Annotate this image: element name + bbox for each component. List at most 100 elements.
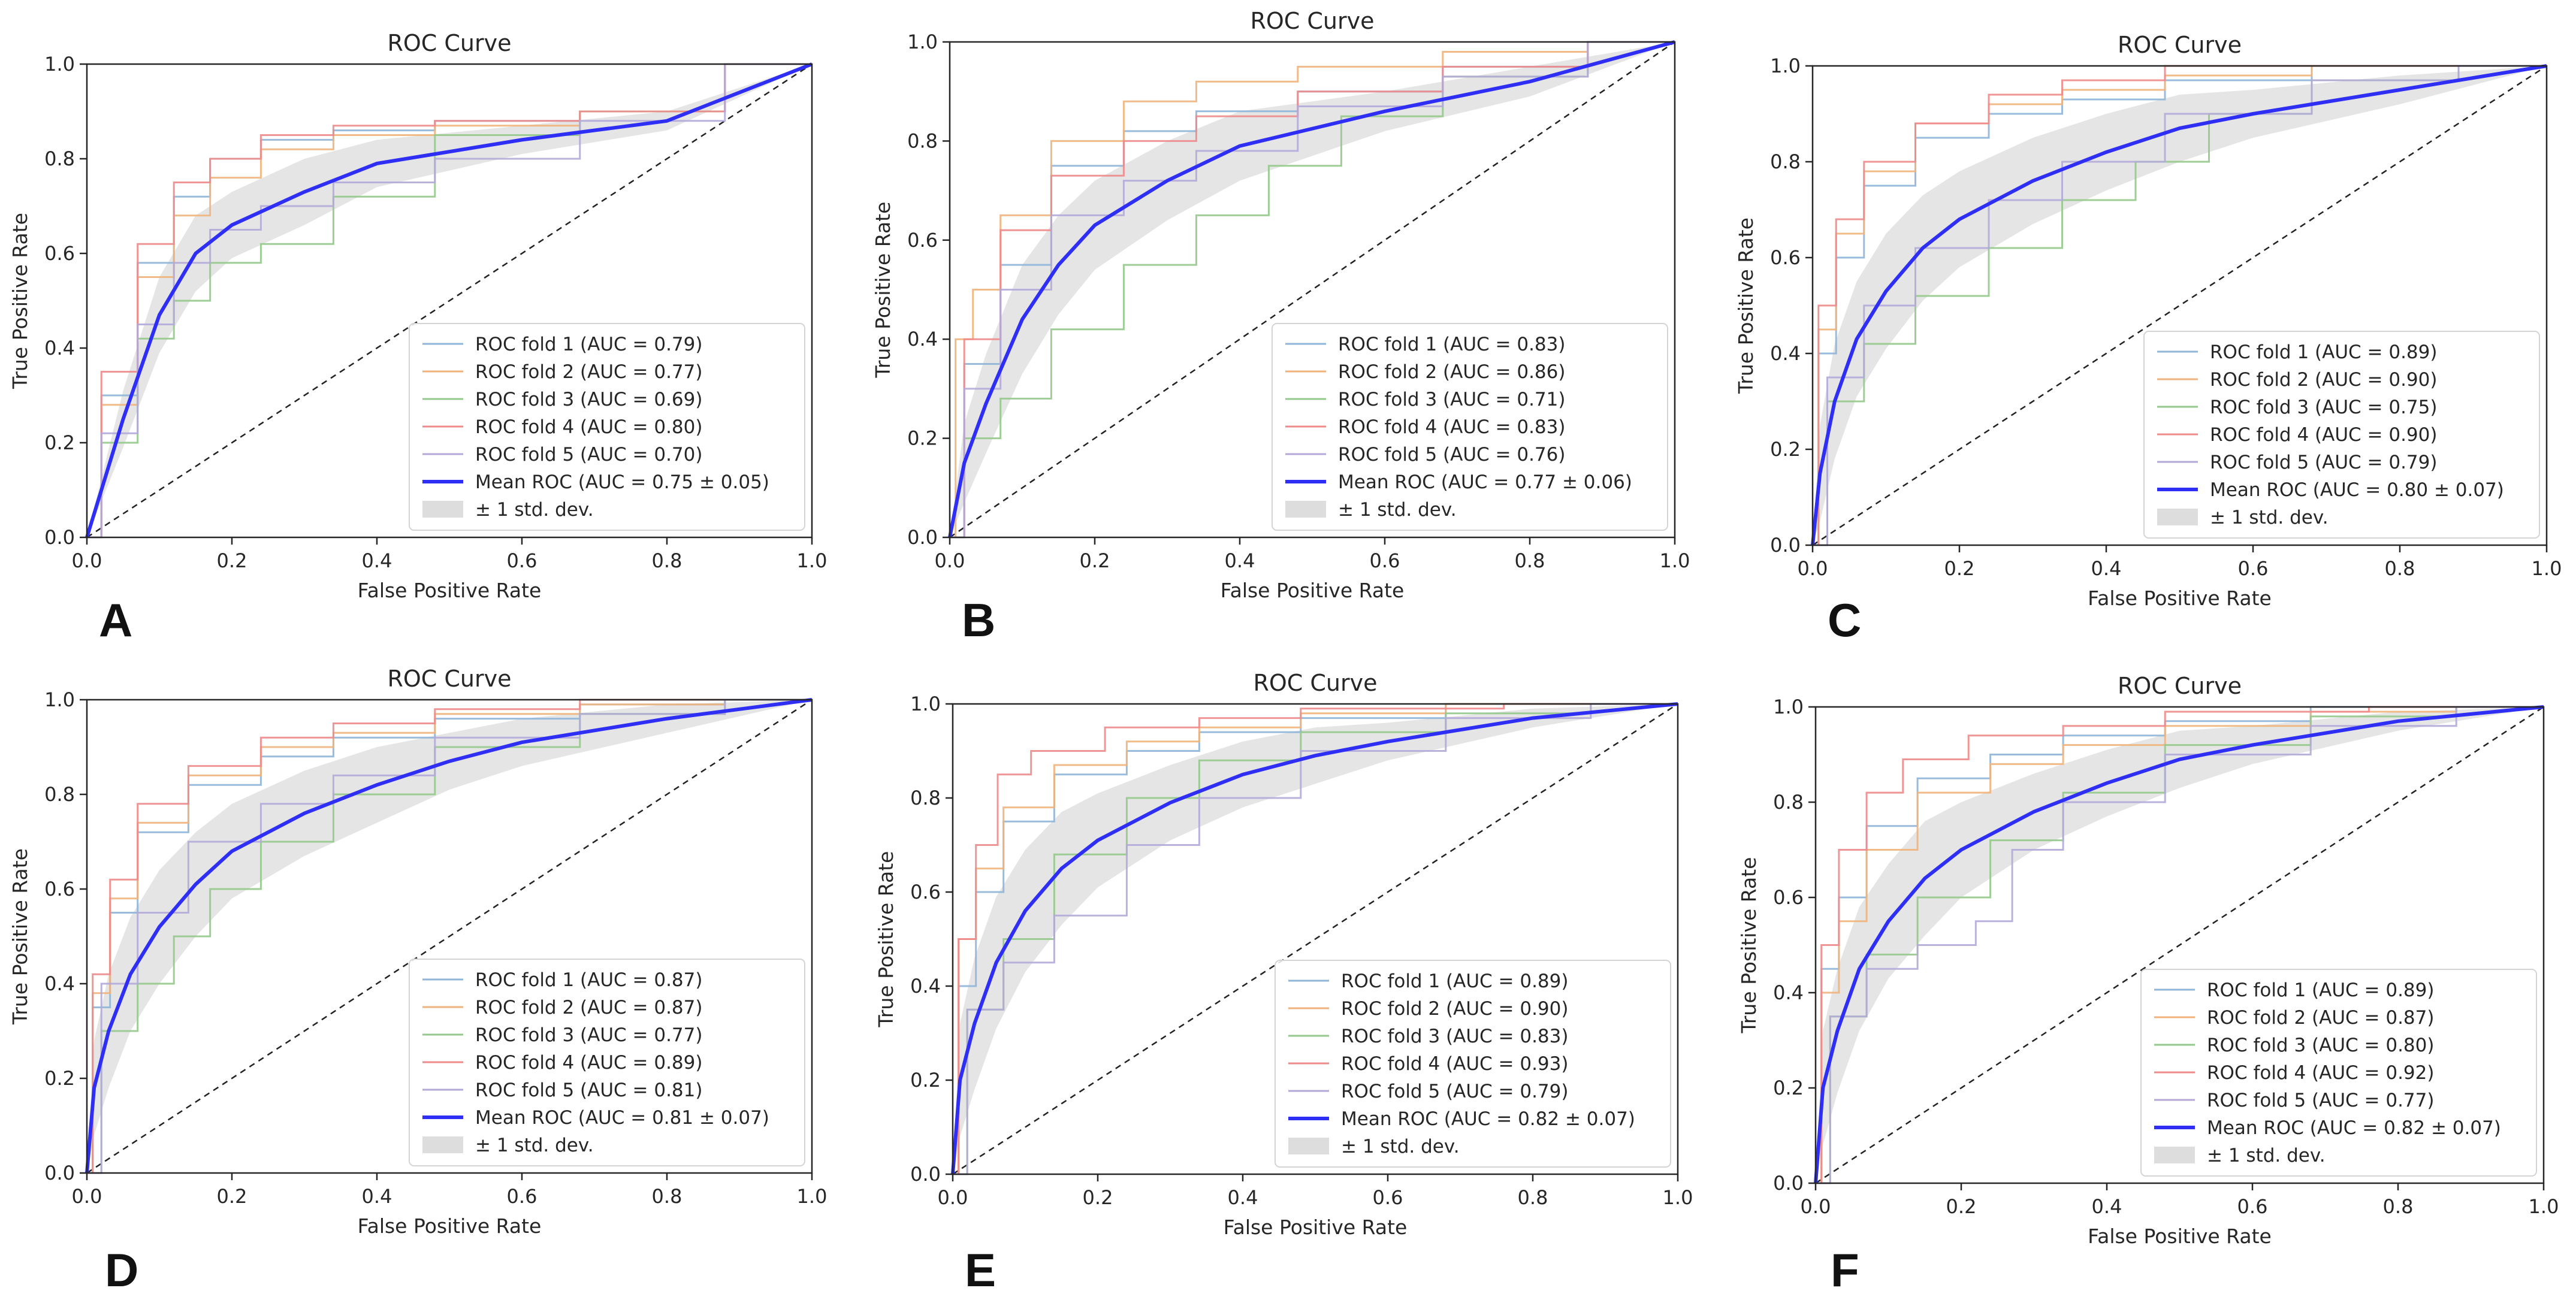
roc-panel-d: ROC Curve 0.0 0.2 0.4 0.6 0.8 1.0 0.0 0.2 0.4 0.6 0…	[8, 666, 827, 1238]
y-tick-label: 0.2	[910, 1069, 941, 1092]
x-tick-label: 0.8	[2385, 557, 2415, 580]
y-tick-label: 0.2	[907, 427, 938, 450]
y-tick-label: 0.2	[44, 1067, 75, 1090]
legend: ROC fold 1 (AUC = 0.83) ROC fold 2 (AUC =…	[1272, 323, 1668, 531]
chance-diagonal-line	[1815, 706, 2544, 1184]
chart-title: ROC Curve	[2118, 32, 2242, 58]
panel-letter-c: C	[1828, 594, 1862, 646]
plot-frame	[1814, 706, 2545, 1184]
y-tick-label: 0.4	[910, 975, 941, 997]
legend-label: Mean ROC (AUC = 0.82 ± 0.07)	[1341, 1108, 1635, 1130]
x-tick-label: 0.4	[1228, 1186, 1258, 1209]
roc-fold-5-line	[1813, 65, 2547, 546]
legend-box	[1275, 960, 1671, 1168]
y-tick-label: 0.8	[910, 787, 941, 809]
plot-frame	[86, 63, 813, 539]
x-tick-label: 0.4	[362, 1185, 392, 1208]
x-tick-label: 0.0	[1801, 1195, 1831, 1218]
x-tick-label: 0.2	[1083, 1186, 1113, 1209]
x-tick-label: 0.8	[1515, 549, 1545, 572]
x-tick-label: 0.6	[2238, 557, 2269, 580]
chart-title: ROC Curve	[2118, 673, 2242, 699]
std-dev-band	[1813, 66, 2547, 545]
roc-fold-4-line	[87, 699, 812, 1174]
y-tick-label: 1.0	[1773, 696, 1804, 718]
x-tick-label: 0.0	[1798, 557, 1828, 580]
legend: ROC fold 1 (AUC = 0.89) ROC fold 2 (AUC =…	[1275, 960, 1671, 1168]
x-tick-label: 0.6	[507, 1185, 537, 1208]
chance-diagonal-line	[86, 699, 813, 1174]
legend-box	[409, 323, 805, 531]
legend: ROC fold 1 (AUC = 0.79) ROC fold 2 (AUC =…	[409, 323, 805, 531]
y-axis-label: True Positive Rate	[874, 851, 898, 1028]
std-dev-band	[950, 42, 1675, 537]
x-tick-label: 0.2	[1080, 549, 1110, 572]
chart-title: ROC Curve	[1253, 670, 1377, 696]
y-tick-label: 0.6	[1770, 246, 1801, 269]
x-tick-label: 0.8	[652, 549, 682, 572]
legend-label: ROC fold 2 (AUC = 0.90)	[1341, 998, 1568, 1020]
legend-label: ROC fold 1 (AUC = 0.83)	[1338, 334, 1565, 355]
y-tick-label: 0.2	[1770, 438, 1801, 461]
legend-swatch-band	[422, 1136, 463, 1153]
y-tick-label: 0.6	[44, 878, 75, 900]
mean-roc-line	[1814, 705, 2544, 1184]
legend-box	[1272, 323, 1668, 531]
x-tick-label: 1.0	[1663, 1186, 1693, 1209]
legend: ROC fold 1 (AUC = 0.87) ROC fold 2 (AUC =…	[409, 959, 805, 1166]
y-axis-label: True Positive Rate	[1734, 217, 1757, 394]
y-axis-label: True Positive Rate	[8, 848, 32, 1025]
legend-label: Mean ROC (AUC = 0.77 ± 0.06)	[1338, 471, 1632, 493]
legend-label: ROC fold 5 (AUC = 0.76)	[1338, 444, 1565, 465]
y-tick-label: 0.4	[1770, 342, 1801, 365]
legend-label: ROC fold 1 (AUC = 0.87)	[475, 969, 702, 991]
x-tick-label: 0.4	[2091, 557, 2122, 580]
x-tick-label: 0.0	[935, 549, 965, 572]
x-tick-label: 0.2	[1944, 557, 1975, 580]
legend-label: ROC fold 1 (AUC = 0.89)	[2210, 341, 2437, 363]
legend-label: ROC fold 2 (AUC = 0.87)	[2207, 1007, 2434, 1029]
legend-label: ± 1 std. dev.	[475, 499, 594, 521]
y-tick-label: 0.4	[44, 337, 75, 359]
y-axis-label: True Positive Rate	[1737, 857, 1760, 1034]
y-axis-label: True Positive Rate	[871, 202, 895, 379]
roc-panel-a: ROC Curve 0.0 0.2 0.4 0.6 0.8 1.0 0.0 0.2 0.4 0.6 0…	[8, 30, 827, 602]
x-axis-label: False Positive Rate	[1221, 579, 1405, 602]
legend-label: ± 1 std. dev.	[1338, 499, 1457, 521]
legend-label: ROC fold 3 (AUC = 0.69)	[475, 389, 702, 410]
legend-label: ROC fold 4 (AUC = 0.90)	[2210, 424, 2437, 446]
legend-label: ROC fold 1 (AUC = 0.89)	[2207, 979, 2434, 1001]
legend-label: ROC fold 5 (AUC = 0.79)	[1341, 1081, 1568, 1102]
roc-fold-4-line	[953, 703, 1678, 1175]
legend-label: ROC fold 5 (AUC = 0.79)	[2210, 452, 2437, 473]
y-tick-label: 0.0	[910, 1163, 941, 1186]
legend-swatch-band	[1288, 1138, 1329, 1154]
mean-roc-line	[1811, 64, 2547, 546]
std-dev-band	[1816, 707, 2544, 1183]
panel-letter-f: F	[1831, 1244, 1859, 1296]
x-tick-label: 0.4	[362, 549, 392, 572]
legend-label: ± 1 std. dev.	[2207, 1145, 2326, 1166]
x-axis-label: False Positive Rate	[2088, 586, 2272, 610]
y-axis-label: True Positive Rate	[8, 213, 32, 389]
legend-label: ROC fold 5 (AUC = 0.70)	[475, 444, 702, 465]
legend-label: ROC fold 5 (AUC = 0.77)	[2207, 1090, 2434, 1111]
y-tick-label: 0.8	[1770, 150, 1801, 173]
legend-box	[2143, 331, 2540, 539]
y-tick-label: 0.6	[910, 881, 941, 903]
x-tick-label: 0.6	[1373, 1186, 1403, 1209]
legend-label: ROC fold 1 (AUC = 0.79)	[475, 334, 702, 355]
legend-label: ROC fold 2 (AUC = 0.87)	[475, 997, 702, 1018]
std-dev-band	[87, 64, 812, 537]
mean-roc-line	[85, 62, 813, 538]
y-tick-label: 0.0	[44, 1162, 75, 1184]
chart-title: ROC Curve	[387, 30, 511, 56]
y-tick-label: 0.8	[44, 783, 75, 806]
y-tick-label: 0.8	[1773, 791, 1804, 814]
roc-fold-4-line	[87, 63, 812, 539]
y-tick-label: 1.0	[44, 688, 75, 711]
legend: ROC fold 1 (AUC = 0.89) ROC fold 2 (AUC =…	[2143, 331, 2540, 539]
legend-label: ROC fold 3 (AUC = 0.71)	[1338, 389, 1565, 410]
legend-label: Mean ROC (AUC = 0.75 ± 0.05)	[475, 471, 769, 493]
